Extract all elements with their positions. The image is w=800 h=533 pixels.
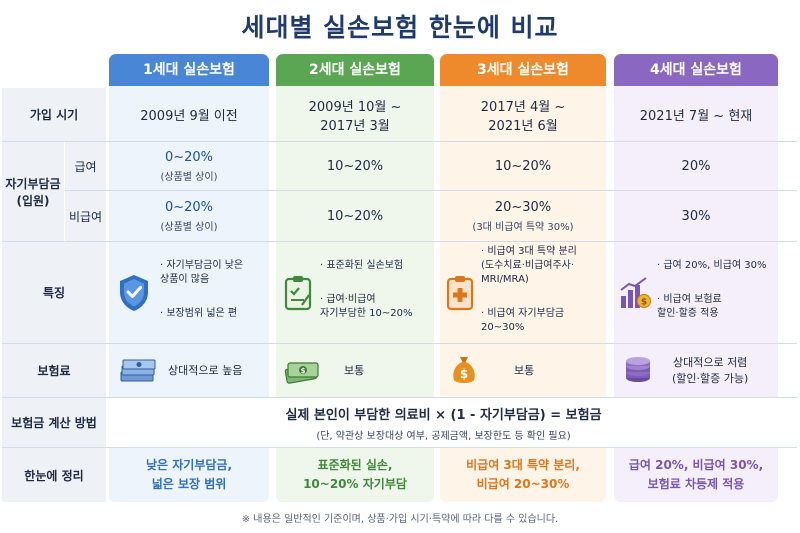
header-gen2: 2세대 실손보험 — [276, 54, 434, 86]
period-gen3: 2017년 4월 ~2021년 6월 — [480, 99, 566, 134]
period-gen2: 2009년 10월 ~2017년 3월 — [308, 99, 402, 134]
row-label-features: 특징 — [2, 242, 106, 343]
svg-text:$: $ — [460, 367, 468, 381]
summary-gen3: 비급여 3대 특약 분리, 비급여 20~30% — [466, 458, 580, 491]
summary-gen1: 낮은 자기부담금, 넓은 보장 범위 — [145, 458, 233, 491]
svg-text:$: $ — [301, 367, 306, 375]
money-bag-icon: $ — [446, 350, 482, 390]
bar-chart-coin-icon: $ — [618, 268, 652, 318]
footnote: ※ 내용은 일반적인 기준이며, 상품·가입 시기·특약에 따라 다를 수 있습… — [241, 514, 559, 525]
header-gen3: 3세대 실손보험 — [440, 54, 606, 86]
row-label-noncovered: 비급여 — [65, 191, 106, 241]
feature-item: · 비급여 보험료 할인·할증 적용 — [657, 294, 722, 319]
copay-noncovered-gen2: 10~20% — [326, 208, 384, 224]
divider — [2, 397, 797, 398]
copay-noncovered-gen4: 30% — [681, 208, 711, 224]
feature-item: · 급여 20%, 비급여 30% — [657, 260, 767, 271]
features-gen1: · 자기부담금이 낮은 상품이 많음 · 보장범위 넓은 편 — [114, 246, 266, 340]
row-label-summary: 한눈에 정리 — [2, 448, 106, 502]
copay-covered-gen1: 0~20% (상품별 상이) — [160, 149, 218, 183]
premium-gen1: 상대적으로 높음 — [118, 346, 266, 394]
page-title: 세대별 실손보험 한눈에 비교 — [241, 13, 559, 42]
divider — [2, 447, 797, 448]
cash-stack-icon — [118, 350, 158, 390]
row-label-calc: 보험금 계산 방법 — [2, 398, 106, 447]
feature-item: · 표준화된 실손보험 — [320, 260, 404, 271]
period-gen1: 2009년 9월 이전 — [140, 109, 238, 124]
feature-item: · 비급여 자기부담금 20~30% — [481, 308, 565, 333]
calc-note: (단, 약관상 보장대상 여부, 공제금액, 보장한도 등 확인 필요) — [316, 430, 571, 442]
premium-gen3: $ 보통 — [446, 346, 602, 394]
premium-label: 상대적으로 높음 — [168, 364, 243, 377]
header-gen1: 1세대 실손보험 — [109, 54, 269, 86]
row-label-covered: 급여 — [65, 142, 106, 190]
features-gen3: · 비급여 3대 특약 분리 (도수치료·비급여주사· MRI/MRA) · 비… — [444, 246, 604, 340]
divider — [2, 241, 797, 242]
divider — [2, 141, 797, 142]
money-bundle-icon: $ — [282, 350, 322, 390]
divider — [2, 343, 797, 344]
feature-item: · 보장범위 넓은 편 — [160, 308, 238, 319]
row-label-copay: 자기부담금 (입원) — [2, 142, 64, 241]
summary-gen2: 표준화된 실손, 10~20% 자기부담 — [303, 458, 407, 491]
row-label-period: 가입 시기 — [2, 88, 106, 141]
copay-covered-gen3: 10~20% — [494, 158, 552, 174]
copay-covered-gen4: 20% — [681, 158, 711, 174]
divider — [65, 190, 797, 191]
coin-stack-icon — [620, 350, 656, 390]
row-label-premium: 보험료 — [2, 344, 106, 397]
premium-label: 보통 — [514, 364, 535, 377]
copay-covered-gen2: 10~20% — [326, 158, 384, 174]
premium-gen4: 상대적으로 저렴 (할인·할증 가능) — [620, 346, 776, 394]
calc-formula: 실제 본인이 부담한 의료비 × (1 - 자기부담금) = 보험금 — [285, 407, 602, 423]
feature-item: · 비급여 3대 특약 분리 (도수치료·비급여주사· MRI/MRA) — [481, 246, 577, 285]
header-gen4: 4세대 실손보험 — [614, 54, 778, 86]
premium-gen2: $ 보통 — [282, 346, 430, 394]
copay-noncovered-gen1: 0~20% (상품별 상이) — [160, 199, 218, 233]
copay-noncovered-gen3: 20~30% (3대 비급여 특약 30%) — [472, 199, 574, 233]
feature-item: · 급여·비급여 자기부담한 10~20% — [320, 294, 413, 319]
feature-item: · 자기부담금이 낮은 상품이 많음 — [160, 260, 244, 285]
clipboard-check-icon — [281, 268, 315, 318]
shield-check-icon — [114, 268, 154, 318]
summary-gen4: 급여 20%, 비급여 30%, 보험료 차등제 적용 — [628, 458, 764, 491]
features-gen2: · 표준화된 실손보험 · 급여·비급여 자기부담한 10~20% — [281, 246, 431, 340]
features-gen4: $ · 급여 20%, 비급여 30% · 비급여 보험료 할인·할증 적용 — [618, 246, 776, 340]
medical-clipboard-icon — [444, 268, 476, 318]
period-gen4: 2021년 7월 ~ 현재 — [639, 109, 753, 124]
premium-label: 상대적으로 저렴 (할인·할증 가능) — [672, 356, 749, 385]
svg-text:$: $ — [641, 298, 647, 308]
premium-label: 보통 — [344, 364, 365, 377]
calc-formula-cell: 실제 본인이 부담한 의료비 × (1 - 자기부담금) = 보험금 (단, 약… — [109, 398, 778, 447]
